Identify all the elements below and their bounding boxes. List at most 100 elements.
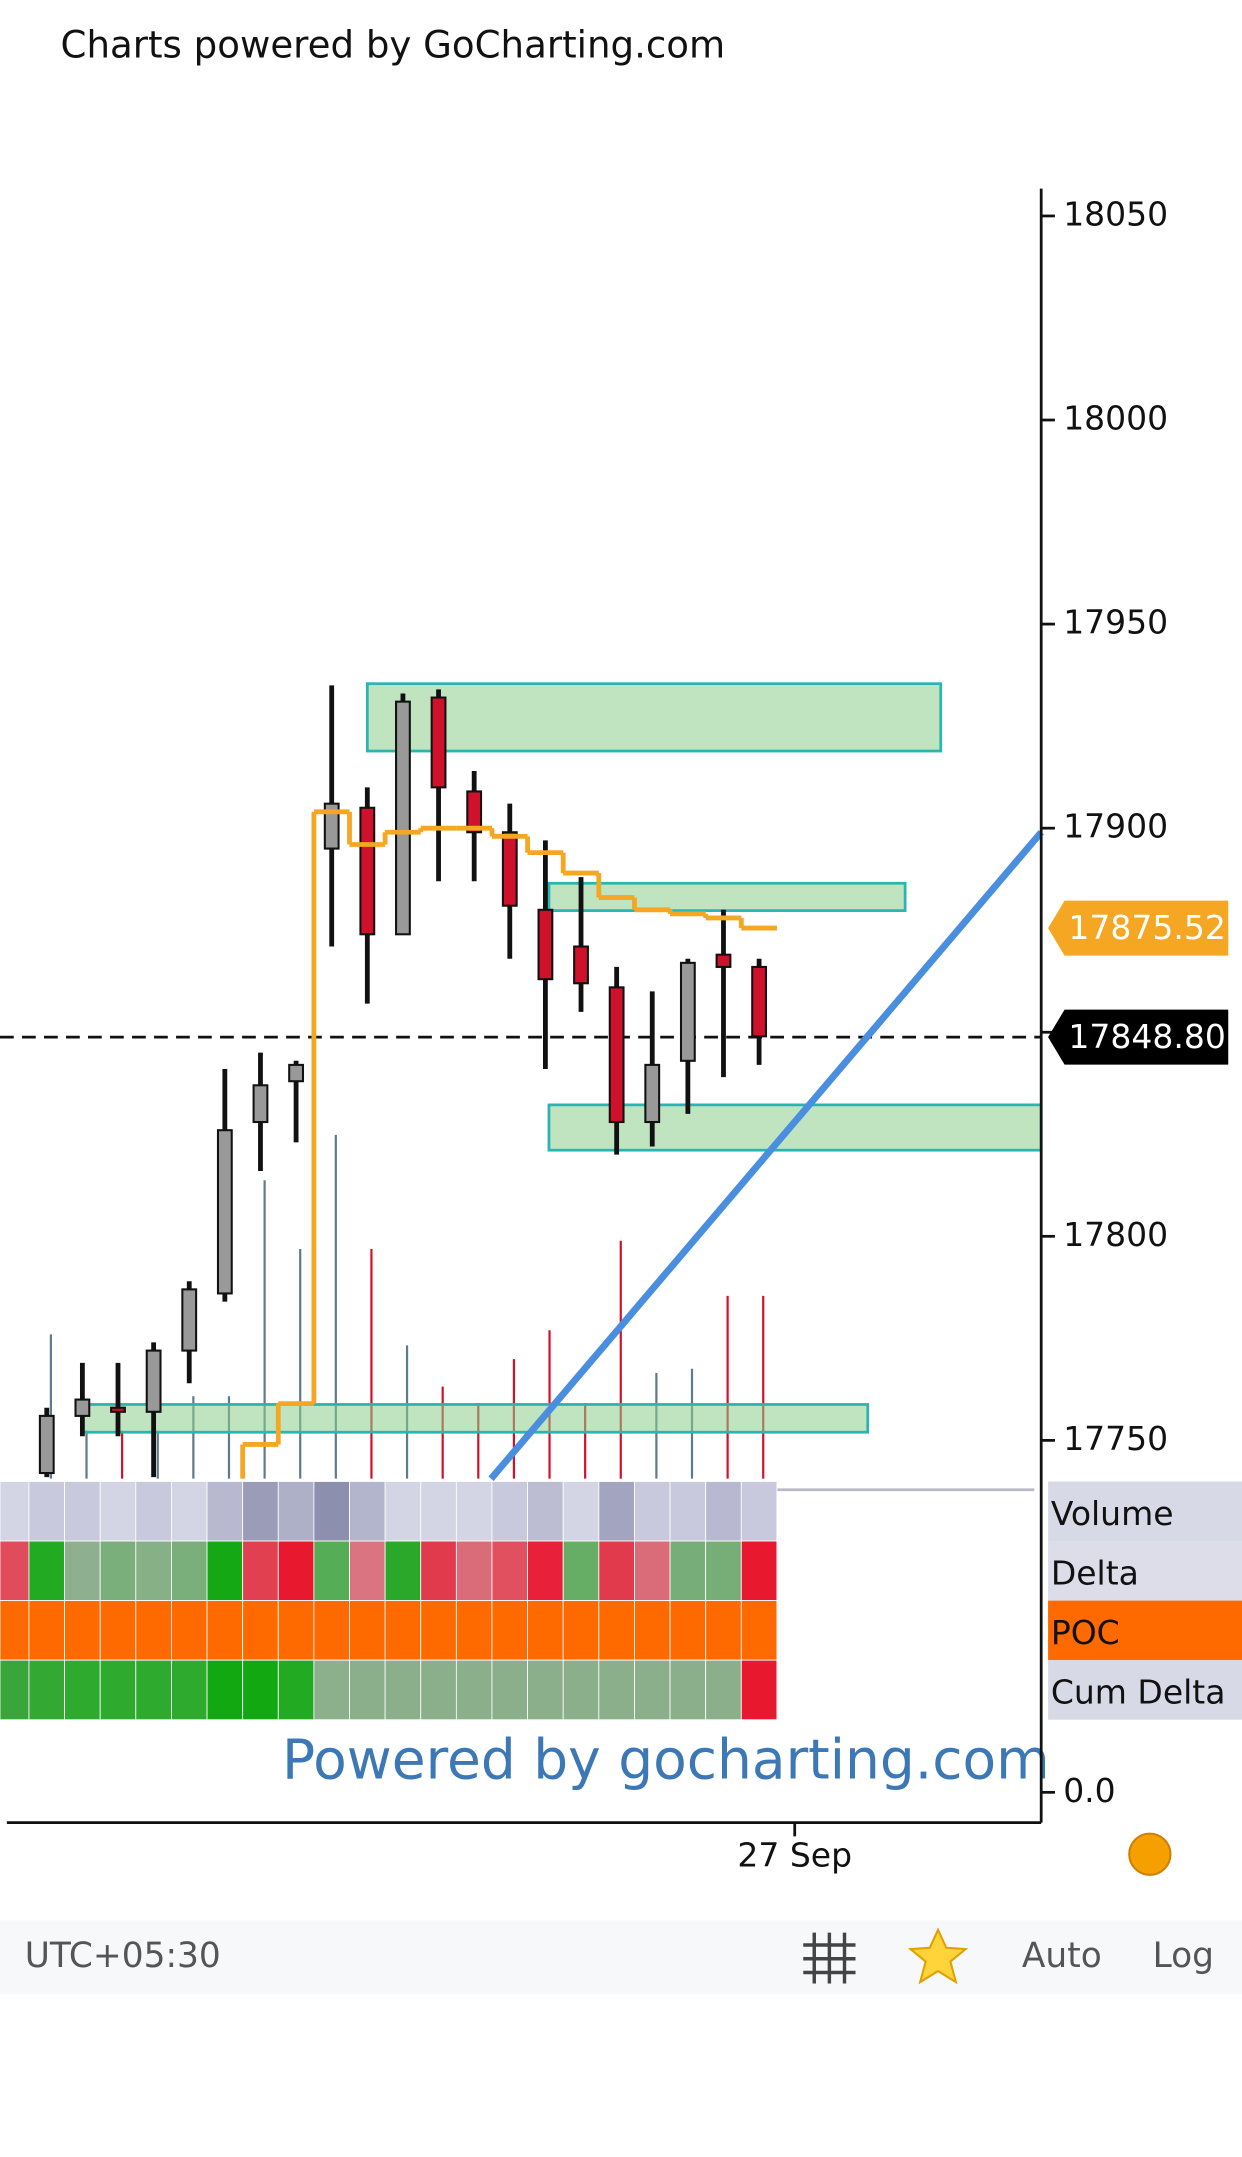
footprint-cell — [349, 1659, 386, 1721]
footprint-cell — [420, 1481, 457, 1542]
footprint-cell — [384, 1659, 422, 1721]
footprint-cell — [634, 1540, 671, 1602]
price-tag — [1048, 1009, 1229, 1065]
candle-body — [501, 831, 518, 907]
candle-body — [110, 1406, 126, 1413]
price-tag-label: 17875.52 — [1068, 908, 1225, 947]
price-tag-label: 17848.80 — [1068, 1017, 1225, 1056]
candle-body — [608, 986, 625, 1124]
footprint-cell — [527, 1540, 564, 1602]
footprint-cell — [384, 1600, 422, 1661]
footprint-cell — [562, 1659, 600, 1721]
axes: 1775017800178501790017950180001805027 Se… — [737, 194, 1229, 1874]
title: Charts powered by GoCharting.com — [61, 23, 726, 66]
footprint-cell — [740, 1481, 778, 1542]
footprint-cell — [28, 1481, 65, 1542]
zone — [81, 1403, 870, 1434]
footprint-cell — [99, 1659, 137, 1721]
row-label-bg — [1048, 1481, 1242, 1542]
footprint-cell — [455, 1600, 493, 1661]
footprint-cell — [64, 1600, 101, 1661]
footprint-cell — [669, 1540, 707, 1602]
footprint-cell — [669, 1659, 707, 1721]
row-label-bg — [1048, 1541, 1242, 1601]
y-tick-label: 17800 — [1063, 1215, 1168, 1254]
footprint-cell — [705, 1600, 742, 1661]
footprint-cell — [740, 1600, 778, 1661]
candle-body — [679, 961, 696, 1062]
footprint-cell — [420, 1659, 457, 1721]
footprint-cell — [420, 1600, 457, 1661]
footprint-cell — [64, 1659, 101, 1721]
footprint-cell — [99, 1540, 137, 1602]
footprint-cell — [206, 1540, 244, 1602]
candle-body — [288, 1063, 304, 1083]
price-pane — [0, 682, 1042, 1479]
x-tick-label: 27 Sep — [737, 1835, 852, 1874]
candle-body — [216, 1129, 233, 1295]
footprint-cell — [598, 1600, 635, 1661]
candle-body — [537, 908, 554, 981]
auto-button[interactable]: Auto — [1022, 1936, 1102, 1976]
zone — [365, 682, 943, 753]
footprint-cell — [99, 1600, 137, 1661]
footprint-cell — [206, 1481, 244, 1542]
footprint-cell — [598, 1481, 635, 1542]
footprint-cell — [705, 1481, 742, 1542]
candle-body — [181, 1288, 198, 1352]
status-dot[interactable] — [1128, 1832, 1172, 1876]
row-label: POC — [1051, 1613, 1120, 1652]
y-tick-label: 17950 — [1063, 603, 1168, 642]
footprint-cell — [669, 1600, 707, 1661]
candle-body — [252, 1084, 269, 1124]
footprint-cell — [634, 1659, 671, 1721]
lower-y-tick-label: 0.0 — [1063, 1771, 1115, 1810]
trend-line — [488, 830, 1044, 1481]
favorite-star[interactable] — [907, 1927, 969, 1985]
footprint-cell — [527, 1600, 564, 1661]
footprint-cell — [598, 1659, 635, 1721]
footprint-cell — [0, 1540, 30, 1602]
footprint-cell — [135, 1659, 172, 1721]
grid-toggle[interactable] — [803, 1932, 856, 1984]
candle-body — [573, 945, 589, 985]
candle-body — [395, 700, 411, 936]
footprint-cell — [135, 1540, 172, 1602]
y-tick-label: 17750 — [1063, 1419, 1168, 1458]
footprint-cell — [349, 1481, 386, 1542]
footprint-cell — [705, 1659, 742, 1721]
footprint-cell — [455, 1540, 493, 1602]
footprint-cell — [491, 1600, 529, 1661]
footprint-cell — [277, 1659, 315, 1721]
footprint-cell — [562, 1600, 600, 1661]
footprint-cell — [99, 1481, 137, 1542]
lower-pane: Volume Delta POC Cum Delta — [0, 1481, 1242, 1721]
candle-body — [751, 965, 768, 1038]
footprint-cell — [313, 1481, 350, 1542]
footprint-cell — [634, 1600, 671, 1661]
footprint-cell — [0, 1481, 30, 1542]
candle-body — [359, 806, 376, 936]
footprint-cell — [171, 1600, 208, 1661]
footprint-cell — [634, 1481, 671, 1542]
log-button[interactable]: Log — [1153, 1936, 1214, 1976]
footprint-cell — [740, 1540, 778, 1602]
candle-body — [38, 1414, 55, 1475]
footprint-cell — [0, 1659, 30, 1721]
footprint-cell — [527, 1481, 564, 1542]
footprint-cell — [242, 1540, 279, 1602]
footprint-cell — [491, 1659, 529, 1721]
footprint-cell — [64, 1481, 101, 1542]
footprint-cell — [242, 1659, 279, 1721]
footprint-cell — [705, 1540, 742, 1602]
row-label-bg — [1048, 1660, 1242, 1720]
footprint-cell — [28, 1600, 65, 1661]
footprint-cell — [455, 1481, 493, 1542]
timezone[interactable]: UTC+05:30 — [25, 1936, 221, 1976]
footprint-cell — [135, 1481, 172, 1542]
footprint-cell — [135, 1600, 172, 1661]
footprint-cell — [171, 1481, 208, 1542]
footprint-cell — [491, 1540, 529, 1602]
